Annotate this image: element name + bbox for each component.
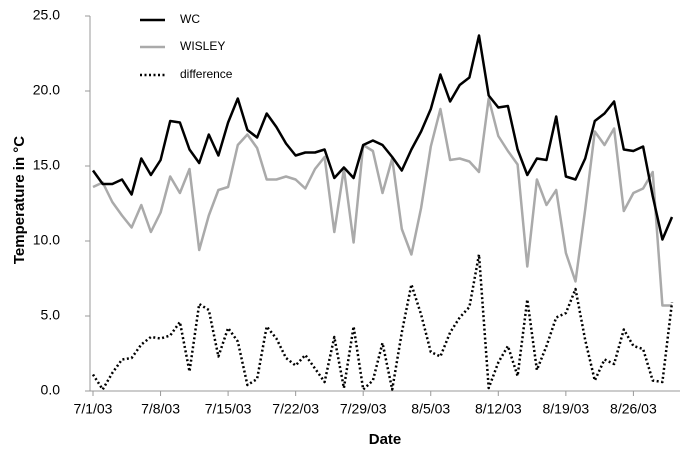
x-tick-label: 7/22/03 [272, 401, 319, 417]
x-tick-label: 8/19/03 [542, 401, 589, 417]
x-tick-label: 8/5/03 [411, 401, 450, 417]
series-line [91, 253, 674, 391]
x-tick-label: 8/12/03 [475, 401, 522, 417]
x-tick-label: 8/26/03 [610, 401, 657, 417]
y-axis-title: Temperature in °C [11, 136, 28, 264]
y-tick-label: 10.0 [33, 232, 60, 248]
series-line [92, 97, 672, 307]
y-tick-label: 5.0 [41, 307, 61, 323]
x-tick-label: 7/1/03 [74, 401, 113, 417]
legend-label: WC [180, 12, 200, 26]
y-tick-label: 0.0 [41, 382, 61, 398]
x-tick-label: 7/8/03 [141, 401, 180, 417]
legend-label: difference [180, 67, 233, 81]
series-line [91, 34, 674, 241]
y-tick-label: 15.0 [33, 157, 60, 173]
y-tick-label: 20.0 [33, 82, 60, 98]
y-tick-label: 25.0 [33, 7, 60, 23]
x-tick-label: 7/29/03 [340, 401, 387, 417]
x-tick-label: 7/15/03 [205, 401, 252, 417]
x-axis-title: Date [369, 431, 402, 448]
legend-label: WISLEY [180, 39, 225, 53]
